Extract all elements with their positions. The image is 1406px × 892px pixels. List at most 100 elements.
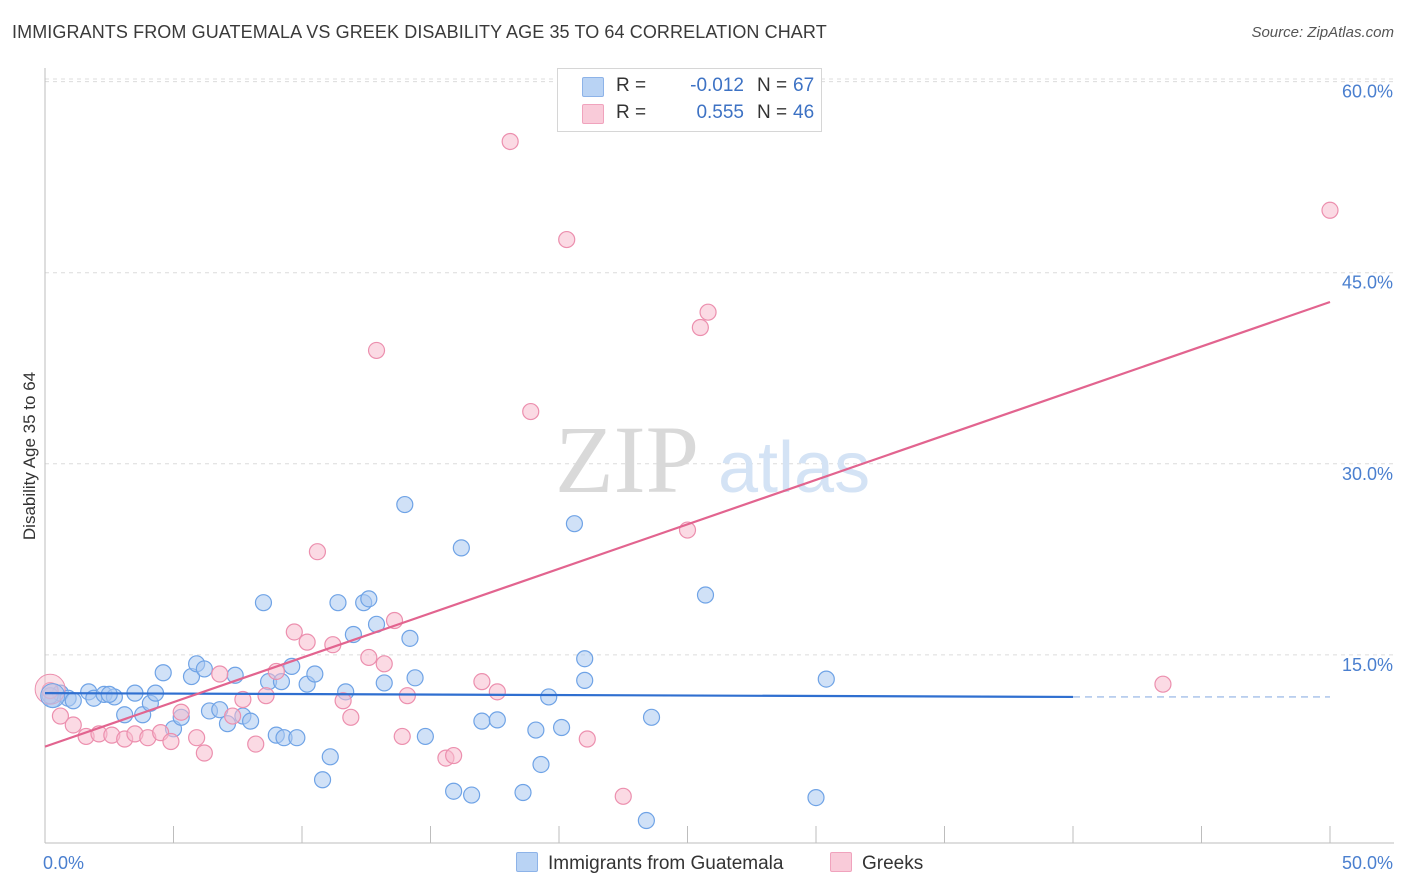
point-guatemala <box>254 594 273 612</box>
point-guatemala <box>360 590 378 608</box>
point-guatemala <box>321 748 339 766</box>
legend-r-label: R = <box>616 102 647 123</box>
axis-labels: 15.0% 30.0% 45.0% 60.0% 0.0% 50.0% Disability … <box>20 82 1393 873</box>
point-guatemala <box>154 664 172 682</box>
x-tick-label-left: 0.0% <box>43 853 84 873</box>
point-guatemala <box>565 515 584 533</box>
point-guatemala <box>40 683 66 709</box>
point-greeks <box>172 703 190 721</box>
bottom-legend-swatch-greeks <box>830 852 852 872</box>
point-guatemala <box>452 539 470 557</box>
point-greeks <box>1321 201 1339 219</box>
grid-lines <box>45 78 1394 656</box>
legend-swatch-greeks <box>582 104 604 124</box>
point-greeks <box>375 655 393 673</box>
point-guatemala <box>807 788 825 807</box>
point-guatemala <box>401 629 419 647</box>
point-guatemala <box>306 665 324 683</box>
trend-lines <box>44 300 1331 748</box>
point-guatemala <box>637 811 655 830</box>
point-greeks <box>342 708 360 726</box>
point-greeks <box>308 543 327 561</box>
legend-n-value: 46 <box>793 102 815 123</box>
legend-n-label: N = <box>757 75 788 96</box>
point-greeks <box>522 402 540 421</box>
point-guatemala <box>463 786 481 804</box>
point-greeks <box>1154 675 1172 693</box>
point-guatemala <box>576 650 594 668</box>
source-label: Source: ZipAtlas.com <box>1251 24 1394 41</box>
point-greeks <box>488 683 506 701</box>
point-guatemala <box>696 586 715 604</box>
legend-swatch-guatemala <box>582 77 604 97</box>
bottom-legend-swatch-guatemala <box>516 852 538 872</box>
watermark-atlas: atlas <box>718 428 870 508</box>
point-guatemala <box>329 594 347 612</box>
point-greeks <box>691 318 709 337</box>
point-greeks <box>285 623 303 641</box>
point-guatemala <box>242 712 260 730</box>
point-greeks <box>234 690 252 709</box>
bottom-legend-label-guatemala: Immigrants from Guatemala <box>548 853 784 874</box>
y-tick-label: 15.0% <box>1342 655 1393 675</box>
point-greeks <box>247 735 265 753</box>
point-guatemala <box>375 674 393 692</box>
point-guatemala <box>473 712 491 730</box>
point-guatemala <box>514 783 532 802</box>
correlation-legend: R = -0.012 N = 67 R = 0.555 N = 46 <box>557 68 822 132</box>
bottom-legend-guatemala: Immigrants from Guatemala <box>516 852 783 875</box>
point-guatemala <box>445 782 463 800</box>
data-points <box>34 132 1339 830</box>
point-greeks <box>51 707 70 725</box>
point-guatemala <box>313 771 332 789</box>
bottom-legend-label-greeks: Greeks <box>862 853 924 874</box>
point-greeks <box>257 687 275 705</box>
point-greeks <box>334 692 352 710</box>
point-greeks <box>614 787 632 805</box>
point-greeks <box>188 729 206 747</box>
point-guatemala <box>406 669 424 687</box>
watermark-zip: ZIP <box>555 406 699 513</box>
point-guatemala <box>576 671 594 689</box>
trend-line-greeks <box>44 300 1331 748</box>
x-tick-label-right: 50.0% <box>1342 853 1393 873</box>
legend-r-label: R = <box>616 75 647 96</box>
point-greeks <box>501 132 519 151</box>
point-guatemala <box>552 718 571 737</box>
point-greeks <box>393 727 411 746</box>
point-guatemala <box>64 692 82 710</box>
bottom-legend-greeks: Greeks <box>830 852 923 875</box>
axes <box>44 68 1394 844</box>
point-guatemala <box>817 670 835 688</box>
point-guatemala <box>488 711 506 729</box>
trend-line-guatemala <box>44 692 1074 699</box>
point-greeks <box>699 303 717 321</box>
point-guatemala <box>527 721 545 739</box>
point-guatemala <box>532 755 550 774</box>
y-tick-label: 45.0% <box>1342 273 1393 293</box>
y-tick-label: 60.0% <box>1342 82 1393 102</box>
chart-title: IMMIGRANTS FROM GUATEMALA VS GREEK DISAB… <box>12 22 827 42</box>
point-guatemala <box>416 727 434 746</box>
legend-r-value: 0.555 <box>696 102 744 123</box>
point-greeks <box>224 707 242 725</box>
point-greeks <box>195 744 213 762</box>
point-greeks <box>360 648 378 667</box>
point-guatemala <box>642 708 661 726</box>
point-greeks <box>558 230 576 249</box>
legend-r-value: -0.012 <box>690 75 744 96</box>
point-guatemala <box>195 660 213 678</box>
point-guatemala <box>396 495 414 514</box>
point-greeks <box>578 730 596 748</box>
point-greeks <box>298 633 316 651</box>
point-greeks <box>64 716 82 734</box>
y-tick-label: 30.0% <box>1342 464 1393 484</box>
point-greeks <box>211 665 229 683</box>
point-greeks <box>445 746 463 765</box>
legend-n-label: N = <box>757 102 788 123</box>
point-greeks <box>367 341 386 360</box>
point-greeks <box>162 732 180 751</box>
y-axis-label: Disability Age 35 to 64 <box>20 372 39 540</box>
legend-n-value: 67 <box>793 75 815 96</box>
